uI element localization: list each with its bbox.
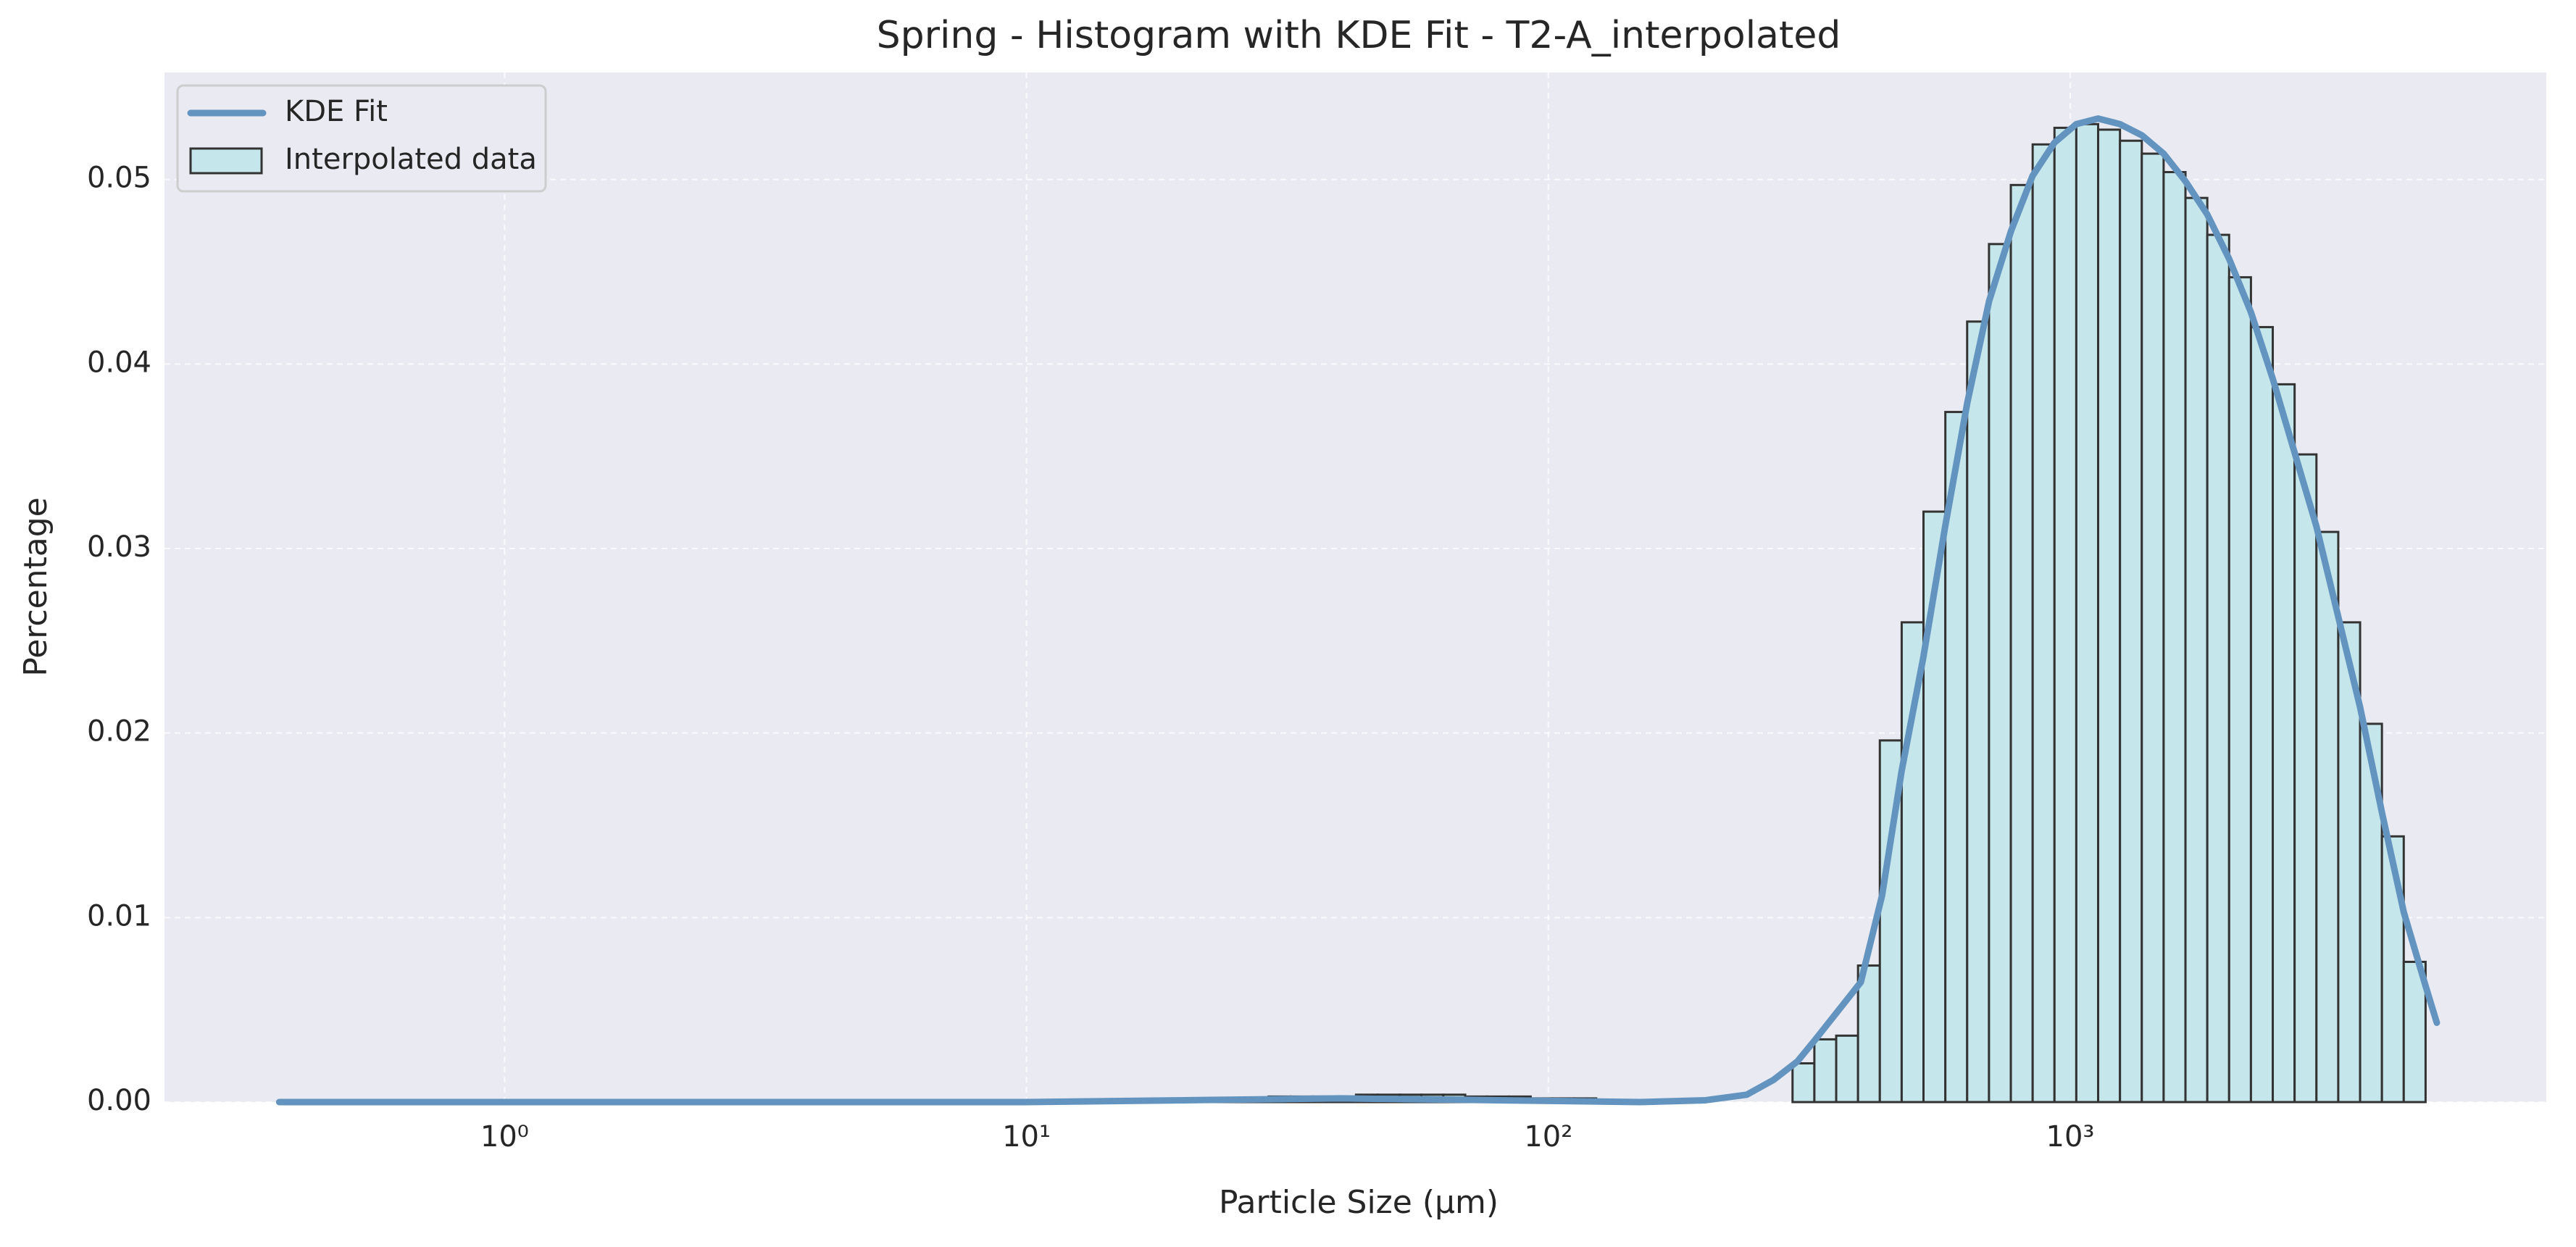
legend-box	[176, 84, 547, 193]
histogram-bar	[2009, 183, 2034, 1104]
y-tick-label: 0.01	[87, 899, 151, 933]
histogram-bar	[1966, 320, 1991, 1104]
histogram-bar	[2206, 233, 2230, 1104]
histogram-bar	[2272, 383, 2296, 1104]
histogram-bar	[2315, 530, 2340, 1104]
legend: KDE Fit Interpolated data	[176, 84, 547, 193]
histogram-bar	[2031, 143, 2056, 1104]
plot-area	[164, 72, 2546, 1106]
chart-title: Spring - Histogram with KDE Fit - T2-A_i…	[877, 14, 1841, 57]
histogram-bar	[2293, 453, 2318, 1104]
kde-line	[275, 115, 2440, 1106]
histogram-bar	[1922, 510, 1947, 1104]
y-tick-label: 0.00	[87, 1084, 151, 1117]
x-axis-label: Particle Size (μm)	[1219, 1184, 1499, 1221]
histogram-bar	[1944, 411, 1969, 1104]
y-tick-label: 0.03	[87, 530, 151, 564]
histogram-bar	[1813, 1038, 1838, 1104]
histogram-bar	[1835, 1034, 1859, 1104]
histogram-bar	[1791, 1062, 1816, 1104]
histogram-bar	[1988, 243, 2012, 1104]
x-tick-label: 10¹	[1002, 1120, 1051, 1154]
legend-label: KDE Fit	[285, 95, 388, 128]
histogram-bar	[2162, 171, 2187, 1104]
x-tick-label: 10²	[1524, 1120, 1572, 1154]
legend-patch	[189, 147, 263, 175]
legend-label: Interpolated data	[285, 143, 537, 176]
y-axis-label: Percentage	[17, 497, 54, 677]
histogram-bar	[2141, 152, 2165, 1104]
histogram-bar	[2075, 122, 2100, 1104]
histogram-bar	[2053, 126, 2077, 1104]
histogram-bar	[1900, 621, 1925, 1104]
histogram-bar	[2227, 276, 2252, 1104]
x-tick-label: 10⁰	[480, 1120, 529, 1154]
x-tick-label: 10³	[2046, 1120, 2095, 1154]
histogram-bar	[2359, 722, 2383, 1104]
histogram-bar	[2119, 139, 2143, 1104]
histogram-bar	[2249, 325, 2275, 1104]
y-tick-label: 0.05	[87, 162, 151, 195]
histogram-bar	[2184, 196, 2209, 1104]
histogram-bar	[2097, 128, 2122, 1104]
y-tick-label: 0.04	[87, 346, 151, 379]
histogram-bar	[2402, 960, 2427, 1104]
y-tick-label: 0.02	[87, 715, 151, 748]
